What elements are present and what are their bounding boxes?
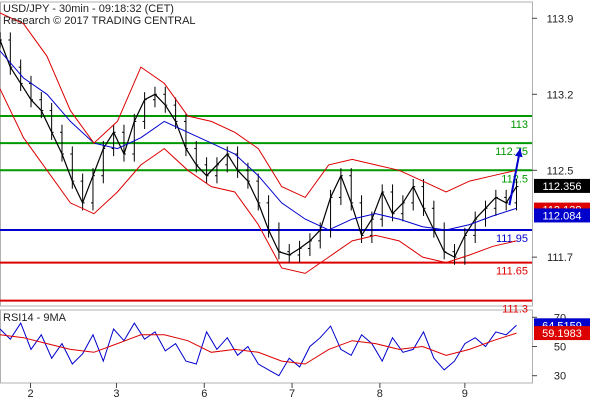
price-badge-bg bbox=[534, 208, 590, 223]
forecast-arrow-head bbox=[514, 148, 523, 158]
x-tick-label: 9 bbox=[462, 388, 468, 400]
rsi-line bbox=[0, 322, 517, 377]
rsi-badge-bg bbox=[534, 326, 590, 341]
x-tick-label: 3 bbox=[113, 388, 119, 400]
level-label: 111.65 bbox=[496, 266, 528, 278]
lower-band-line bbox=[0, 88, 517, 274]
rsi-ma-line bbox=[0, 332, 517, 365]
price-y-tick-label: 112.5 bbox=[547, 165, 574, 177]
upper-band-line bbox=[0, 12, 517, 199]
copyright-text: Research © 2017 TRADING CENTRAL bbox=[3, 15, 196, 27]
chart-title: USD/JPY - 30min - 09:18:32 (CET) bbox=[3, 3, 174, 15]
rsi-panel-frame bbox=[0, 309, 533, 384]
level-label: 111.3 bbox=[502, 304, 528, 316]
moving-average-line bbox=[0, 50, 517, 231]
price-badge: 112.356 bbox=[543, 181, 582, 193]
price-badge: 112.084 bbox=[543, 210, 582, 222]
price-y-tick-label: 113.2 bbox=[547, 89, 574, 101]
x-tick-label: 7 bbox=[289, 388, 295, 400]
price-badge-bg bbox=[534, 178, 590, 193]
price-y-tick-label: 113.9 bbox=[547, 13, 574, 25]
rsi-y-tick-label: 50 bbox=[554, 342, 566, 354]
rsi-y-tick-label: 30 bbox=[554, 371, 566, 383]
rsi-badge: 59.1983 bbox=[542, 328, 582, 340]
price-panel-frame bbox=[0, 1, 533, 307]
forecast-arrow-shaft bbox=[508, 148, 522, 206]
rsi-panel-title: RSI14 - 9MA bbox=[3, 312, 67, 324]
price-line bbox=[0, 39, 518, 258]
price-y-tick-label: 111.7 bbox=[547, 252, 573, 264]
x-tick-label: 6 bbox=[201, 388, 207, 400]
level-label: 112.75 bbox=[495, 146, 528, 158]
x-tick-label: 2 bbox=[27, 388, 33, 400]
level-label: 113 bbox=[510, 119, 528, 131]
level-label: 111.95 bbox=[496, 233, 528, 245]
x-tick-label: 8 bbox=[377, 388, 383, 400]
